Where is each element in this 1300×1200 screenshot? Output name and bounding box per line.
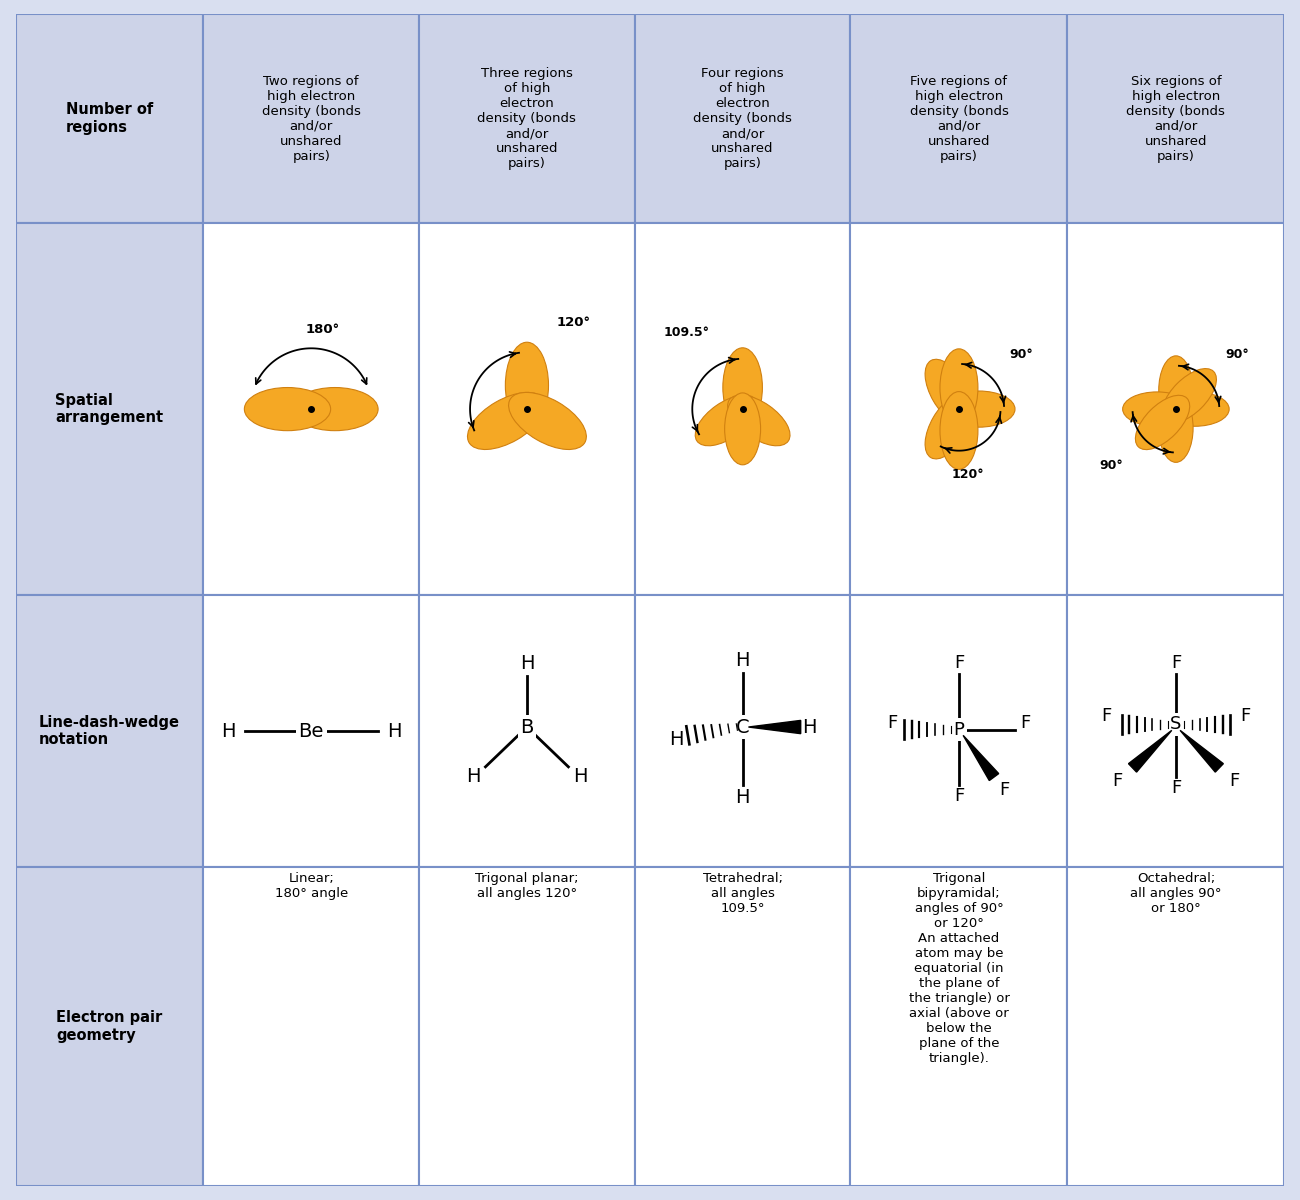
Ellipse shape [940,391,978,469]
Bar [16,14,203,223]
Bar [419,223,634,595]
Text: Six regions of
high electron
density (bonds
and/or
unshared
pairs): Six regions of high electron density (bo… [1127,74,1226,163]
Text: Number of
regions: Number of regions [66,102,153,134]
Text: 120°: 120° [952,468,984,481]
Text: F: F [887,714,897,732]
Polygon shape [1128,731,1171,772]
Text: 180°: 180° [306,323,341,336]
Text: F: F [1020,714,1031,732]
Text: H: H [573,767,588,786]
Text: F: F [954,654,965,672]
Ellipse shape [728,395,790,445]
Text: F: F [954,787,965,805]
Text: F: F [1101,707,1112,725]
Ellipse shape [508,392,586,450]
Text: 109.5°: 109.5° [663,326,710,338]
Bar [634,14,850,223]
Text: H: H [221,721,235,740]
Bar [419,595,634,868]
Ellipse shape [926,359,972,425]
Bar [203,868,419,1186]
Ellipse shape [1123,392,1191,426]
Text: F: F [1171,779,1180,797]
Text: Linear;
180° angle: Linear; 180° angle [274,872,348,900]
Bar [634,223,850,595]
Text: H: H [736,788,750,808]
Text: F: F [1113,773,1123,791]
Bar [203,595,419,868]
Text: Line-dash-wedge
notation: Line-dash-wedge notation [39,715,179,748]
Bar [634,868,850,1186]
Ellipse shape [1158,394,1193,462]
Bar [419,868,634,1186]
Bar [16,223,203,595]
Text: F: F [1230,773,1239,791]
Ellipse shape [1162,368,1217,422]
Polygon shape [749,720,801,733]
Bar [850,14,1067,223]
Text: C: C [736,718,749,737]
Text: H: H [520,654,534,673]
Ellipse shape [723,348,762,427]
Text: H: H [670,730,684,749]
Bar [1067,223,1284,595]
Bar [1067,868,1284,1186]
Ellipse shape [942,391,1015,427]
Text: Trigonal planar;
all angles 120°: Trigonal planar; all angles 120° [476,872,578,900]
Text: F: F [1000,781,1010,799]
Text: Trigonal
bipyramidal;
angles of 90°
or 120°
An attached
atom may be
equatorial (: Trigonal bipyramidal; angles of 90° or 1… [909,872,1009,1064]
Text: Spatial
arrangement: Spatial arrangement [56,392,164,425]
Bar [203,223,419,595]
Text: Two regions of
high electron
density (bonds
and/or
unshared
pairs): Two regions of high electron density (bo… [261,74,360,163]
Bar [634,595,850,868]
Text: Four regions
of high
electron
density (bonds
and/or
unshared
pairs): Four regions of high electron density (b… [693,67,792,170]
Text: H: H [465,767,480,786]
Text: Electron pair
geometry: Electron pair geometry [56,1010,162,1043]
Ellipse shape [1161,392,1230,426]
Bar [16,868,203,1186]
Bar [203,14,419,223]
Text: F: F [1240,707,1251,725]
Text: Tetrahedral;
all angles
109.5°: Tetrahedral; all angles 109.5° [702,872,783,914]
Bar [1067,14,1284,223]
Ellipse shape [506,342,549,428]
Bar [1067,595,1284,868]
Text: Be: Be [299,721,324,740]
Ellipse shape [940,349,978,426]
Text: Five regions of
high electron
density (bonds
and/or
unshared
pairs): Five regions of high electron density (b… [910,74,1009,163]
Bar [850,868,1067,1186]
Ellipse shape [696,395,758,445]
Ellipse shape [291,388,378,431]
Bar [16,595,203,868]
Polygon shape [963,736,998,780]
Text: S: S [1170,715,1182,733]
Text: H: H [736,652,750,670]
Text: B: B [520,718,533,737]
Text: 120°: 120° [556,316,590,329]
Text: H: H [802,718,816,737]
Text: F: F [1171,654,1180,672]
Text: 90°: 90° [1010,348,1034,361]
Ellipse shape [468,392,545,450]
Text: 90°: 90° [1100,458,1123,472]
Bar [419,14,634,223]
Text: Octahedral;
all angles 90°
or 180°: Octahedral; all angles 90° or 180° [1130,872,1222,914]
Text: 90°: 90° [1226,348,1249,361]
Ellipse shape [724,392,760,464]
Text: H: H [387,721,402,740]
Bar [850,223,1067,595]
Ellipse shape [926,394,972,458]
Ellipse shape [244,388,330,431]
Text: Three regions
of high
electron
density (bonds
and/or
unshared
pairs): Three regions of high electron density (… [477,67,576,170]
Ellipse shape [1135,395,1190,450]
Ellipse shape [1158,356,1193,425]
Text: P: P [953,720,965,738]
Bar [850,595,1067,868]
Polygon shape [1180,731,1223,772]
